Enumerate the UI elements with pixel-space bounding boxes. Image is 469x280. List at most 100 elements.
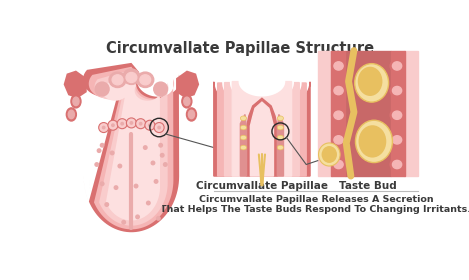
Circle shape [94, 162, 99, 167]
Ellipse shape [390, 60, 404, 72]
Ellipse shape [182, 95, 192, 108]
Ellipse shape [240, 135, 247, 140]
Polygon shape [318, 50, 332, 176]
Polygon shape [64, 71, 87, 98]
Circle shape [143, 145, 148, 150]
Circle shape [100, 181, 105, 186]
Polygon shape [232, 81, 292, 176]
Ellipse shape [393, 62, 401, 70]
Polygon shape [225, 83, 299, 176]
Ellipse shape [393, 160, 401, 169]
Ellipse shape [334, 87, 343, 95]
Circle shape [104, 202, 109, 207]
Ellipse shape [109, 72, 126, 87]
Ellipse shape [240, 125, 247, 130]
Ellipse shape [137, 72, 154, 87]
Ellipse shape [123, 69, 140, 84]
Text: That Helps The Taste Buds Respond To Changing Irritants.: That Helps The Taste Buds Respond To Cha… [160, 204, 469, 214]
Circle shape [148, 123, 152, 127]
Circle shape [100, 143, 105, 148]
Circle shape [158, 143, 163, 148]
Circle shape [139, 122, 143, 126]
Circle shape [111, 123, 115, 127]
Polygon shape [89, 67, 174, 229]
Circle shape [156, 216, 161, 221]
Ellipse shape [154, 82, 167, 96]
Text: Circumvallate Papillae Releases A Secretion: Circumvallate Papillae Releases A Secret… [198, 195, 433, 204]
Ellipse shape [126, 73, 137, 83]
Polygon shape [331, 50, 345, 176]
Ellipse shape [66, 108, 76, 121]
Circle shape [157, 126, 161, 129]
Polygon shape [176, 71, 199, 98]
Ellipse shape [359, 125, 386, 158]
Ellipse shape [334, 160, 343, 169]
Ellipse shape [187, 108, 197, 121]
Ellipse shape [390, 84, 404, 97]
Circle shape [160, 153, 165, 158]
Circle shape [110, 150, 114, 155]
Polygon shape [83, 63, 180, 232]
Circle shape [136, 119, 146, 129]
Ellipse shape [334, 111, 343, 119]
Ellipse shape [240, 116, 247, 121]
Text: Circumvallate Papillae: Circumvallate Papillae [196, 181, 328, 191]
Ellipse shape [390, 109, 404, 122]
Ellipse shape [68, 110, 75, 119]
Circle shape [163, 162, 168, 167]
Ellipse shape [393, 87, 401, 95]
Circle shape [120, 122, 124, 126]
Ellipse shape [356, 120, 393, 163]
Circle shape [117, 119, 127, 129]
Polygon shape [218, 83, 306, 176]
Ellipse shape [332, 60, 346, 72]
Circle shape [151, 160, 155, 165]
Circle shape [153, 179, 159, 184]
Ellipse shape [322, 146, 337, 163]
Circle shape [134, 184, 138, 188]
Circle shape [146, 200, 151, 206]
Ellipse shape [334, 136, 343, 144]
Polygon shape [214, 82, 310, 176]
Ellipse shape [73, 97, 79, 106]
Text: Taste Bud: Taste Bud [339, 181, 397, 191]
Ellipse shape [240, 145, 247, 150]
Polygon shape [250, 102, 273, 176]
Circle shape [97, 148, 101, 153]
Ellipse shape [390, 158, 404, 171]
Ellipse shape [71, 95, 81, 108]
Polygon shape [391, 50, 405, 176]
Ellipse shape [393, 136, 401, 144]
Ellipse shape [184, 97, 190, 106]
Circle shape [113, 185, 119, 190]
Polygon shape [247, 98, 277, 176]
Circle shape [98, 123, 109, 132]
Polygon shape [240, 115, 247, 176]
Circle shape [129, 121, 133, 125]
Ellipse shape [318, 143, 340, 166]
Polygon shape [345, 50, 391, 176]
Polygon shape [95, 70, 168, 226]
Text: Circumvallate Papillae Structure: Circumvallate Papillae Structure [106, 41, 374, 56]
Ellipse shape [332, 84, 346, 97]
Polygon shape [102, 74, 160, 221]
Polygon shape [277, 115, 283, 176]
Circle shape [127, 118, 136, 128]
Circle shape [121, 220, 126, 225]
Ellipse shape [277, 116, 283, 121]
Ellipse shape [140, 75, 151, 85]
Ellipse shape [332, 134, 346, 146]
Ellipse shape [277, 145, 283, 150]
Ellipse shape [277, 135, 283, 140]
Circle shape [102, 126, 106, 129]
Bar [318, 50, 418, 176]
Ellipse shape [393, 111, 401, 119]
Ellipse shape [277, 125, 283, 130]
Circle shape [135, 214, 140, 219]
Circle shape [108, 120, 118, 130]
Ellipse shape [355, 64, 389, 102]
Polygon shape [404, 50, 418, 176]
Ellipse shape [332, 158, 346, 171]
Circle shape [117, 164, 122, 169]
Circle shape [145, 120, 155, 130]
